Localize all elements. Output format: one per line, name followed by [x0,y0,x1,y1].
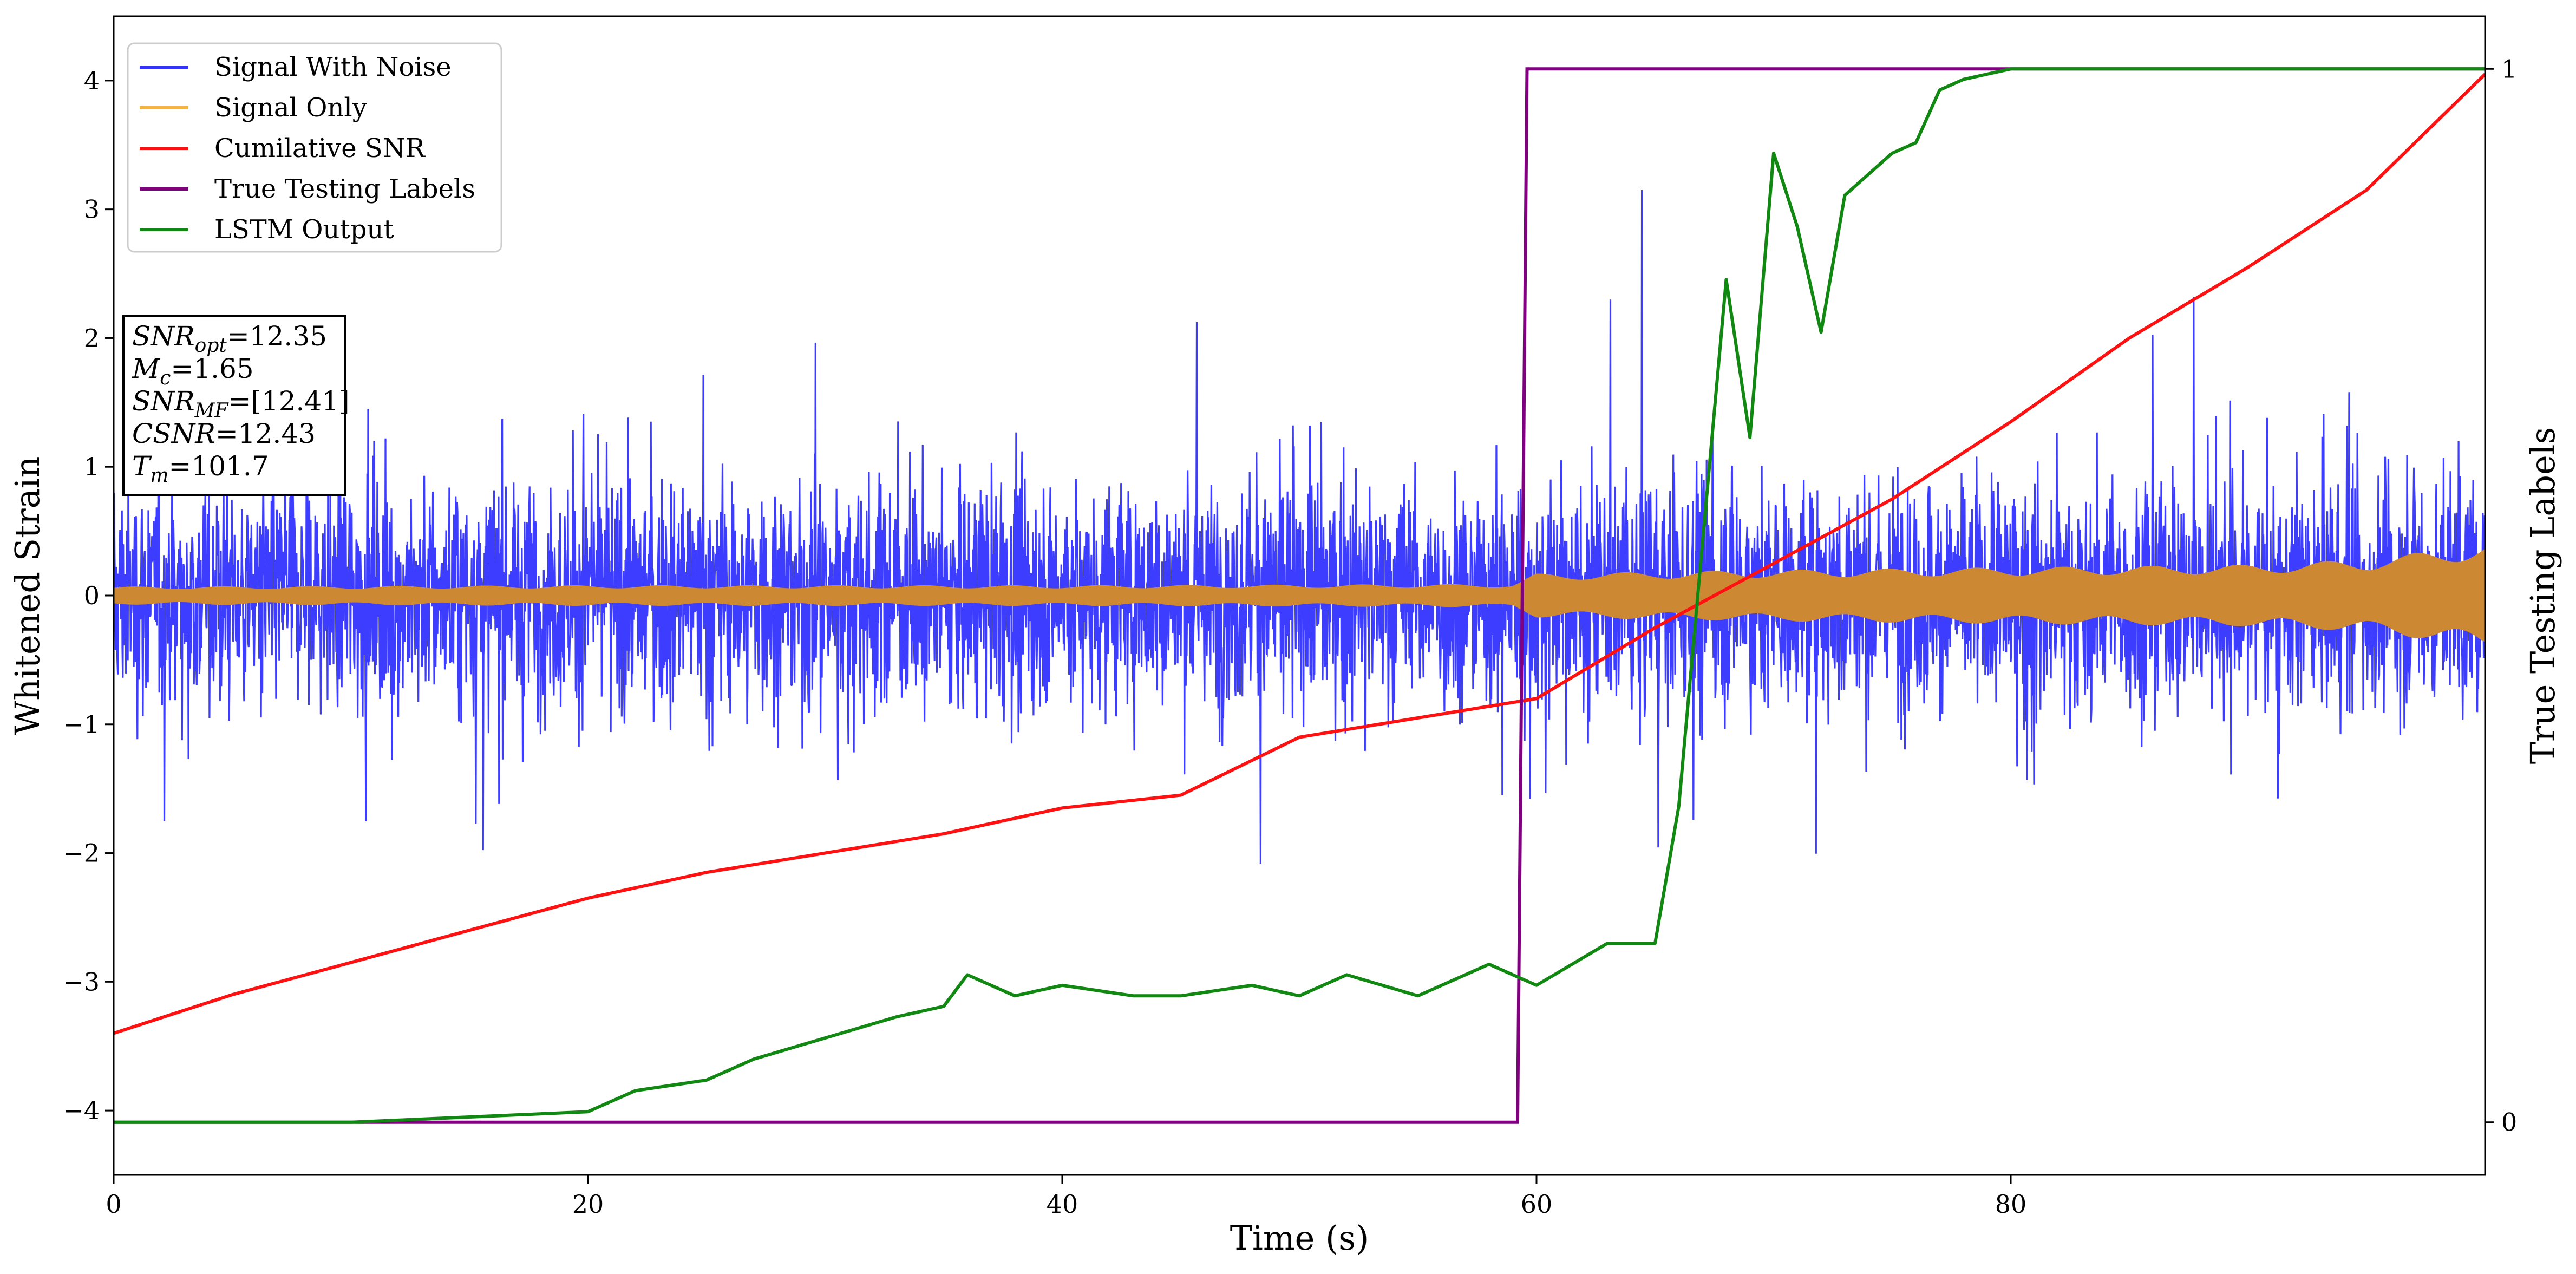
x-tick-label: 60 [1521,1190,1553,1219]
y-tick-label: −4 [63,1096,100,1125]
snr-line [114,73,2485,1035]
y2-tick-label: 0 [2501,1108,2517,1137]
y-tick-label: 3 [84,195,100,224]
signal-trace [114,549,2485,642]
annotation-line: CSNR=12.43 [132,418,316,449]
legend: Signal With Noise Signal Only Cumilative S… [127,42,502,253]
annotation-line: Mc=1.65 [132,353,254,389]
annotation-line: SNRopt=12.35 [132,321,327,357]
x-axis-title: Time (s) [1230,1218,1369,1258]
y-tick-label: 0 [84,581,100,610]
legend-label: LSTM Output [214,214,394,245]
y-tick-label: 4 [84,66,100,95]
y-tick-label: −3 [63,967,100,996]
legend-label: Cumilative SNR [214,133,426,164]
lstm-line [114,67,2485,1124]
y-tick-label: 1 [84,452,100,481]
y2-axis-title: True Testing Labels [2523,427,2562,765]
annotation-line: Tm=101.7 [132,450,269,487]
annotation-line: SNRMF=[12.41] [132,386,350,422]
y-tick-label: 2 [84,323,100,352]
series-cumilative-snr [114,73,2485,1035]
series-lstm-output [114,67,2485,1124]
x-tick-label: 40 [1047,1190,1078,1219]
series-signal-only [114,549,2485,642]
y-tick-label: −1 [63,710,100,739]
y-axis-title: Whitened Strain [8,456,47,735]
legend-label: Signal Only [214,93,367,123]
x-tick-label: 80 [1995,1190,2027,1219]
plot-area [114,67,2485,1124]
y2-tick-label: 1 [2501,54,2517,83]
legend-box [127,42,502,253]
annotation-frame [122,315,346,496]
legend-label: Signal With Noise [214,52,452,82]
x-tick-label: 0 [106,1190,121,1219]
x-tick-label: 20 [572,1190,604,1219]
legend-label: True Testing Labels [214,174,475,204]
y-tick-label: −2 [63,839,100,868]
annotation-box: SNRopt=12.35Mc=1.65SNRMF=[12.41]CSNR=12.… [122,315,350,496]
